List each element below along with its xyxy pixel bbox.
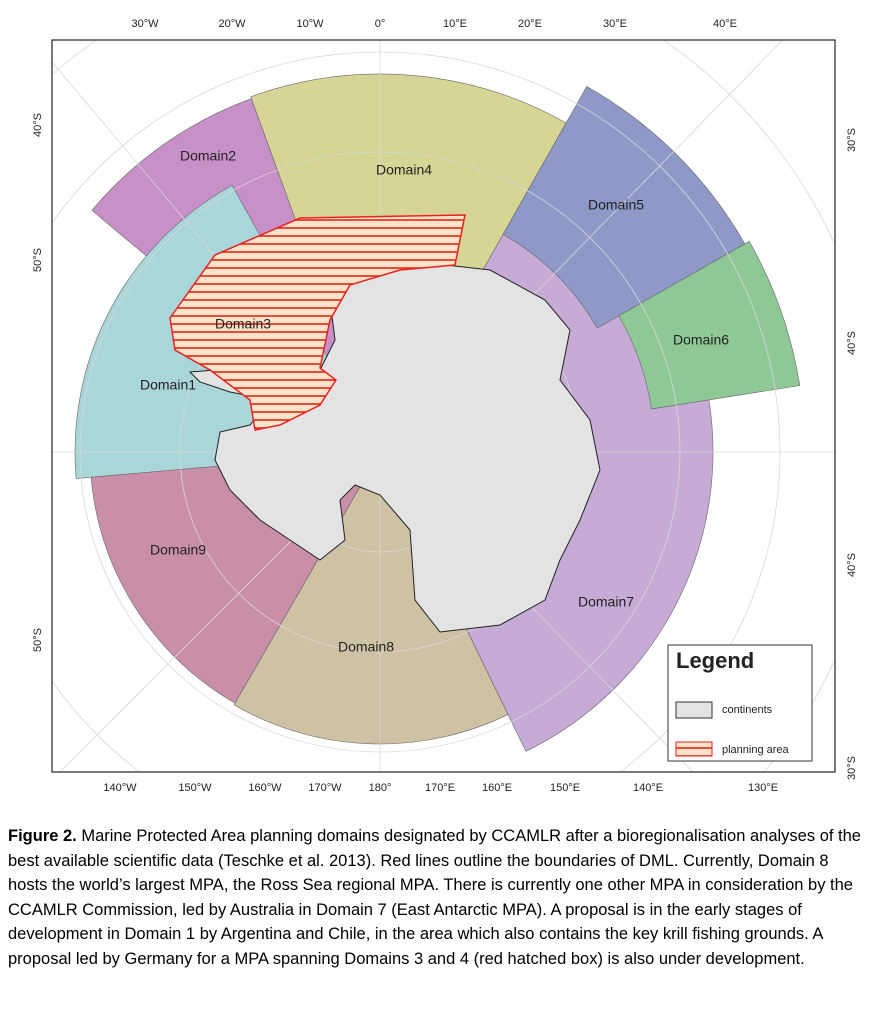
legend-entry: continents bbox=[722, 704, 773, 716]
domain-area bbox=[233, 451, 509, 745]
map: Domain1 Domain2 Domain3 Domain4 Domain5 … bbox=[32, 18, 858, 794]
longitude-label: 150°E bbox=[550, 782, 580, 794]
longitude-label: 10°W bbox=[296, 18, 324, 30]
longitude-label: 20°W bbox=[218, 18, 246, 30]
longitude-label: 170°E bbox=[425, 782, 455, 794]
longitude-label: 0° bbox=[375, 18, 386, 30]
latitude-label: 50°S bbox=[32, 248, 44, 272]
legend: Legend continents planning area bbox=[667, 644, 813, 762]
latitude-label: 40°S bbox=[846, 553, 858, 577]
longitude-label: 30°E bbox=[603, 18, 627, 30]
legend-title: Legend bbox=[676, 648, 754, 673]
caption-label: Figure 2. bbox=[8, 827, 77, 845]
domain-label: Domain4 bbox=[376, 162, 432, 178]
domain-label: Domain3 bbox=[215, 316, 271, 332]
latitude-label: 40°S bbox=[846, 331, 858, 355]
longitude-label: 10°E bbox=[443, 18, 467, 30]
latitude-label: 50°S bbox=[32, 628, 44, 652]
domain-label: Domain8 bbox=[338, 639, 394, 655]
domain-area bbox=[502, 86, 746, 329]
legend-swatch bbox=[675, 701, 713, 719]
map-frame bbox=[51, 39, 836, 773]
latitude-label: 30°S bbox=[846, 128, 858, 152]
antarctica bbox=[188, 261, 601, 633]
latitude-label: 40°S bbox=[32, 113, 44, 137]
longitude-label: 140°E bbox=[633, 782, 663, 794]
longitude-label: 140°W bbox=[103, 782, 137, 794]
domain-label: Domain6 bbox=[673, 332, 729, 348]
domain-area bbox=[618, 241, 801, 410]
caption-text: Marine Protected Area planning domains d… bbox=[8, 827, 861, 968]
domain-label: Domain2 bbox=[180, 148, 236, 164]
caption: Figure 2. Marine Protected Area planning… bbox=[8, 824, 870, 971]
domain-label: Domain9 bbox=[150, 542, 206, 558]
domain-label: Domain1 bbox=[140, 377, 196, 393]
longitude-label: 130°E bbox=[748, 782, 778, 794]
longitude-label: 160°E bbox=[482, 782, 512, 794]
domain-label: Domain7 bbox=[578, 594, 634, 610]
latitude-label: 30°S bbox=[846, 756, 858, 780]
planning-area bbox=[169, 214, 466, 431]
longitude-label: 150°W bbox=[178, 782, 212, 794]
longitude-label: 20°E bbox=[518, 18, 542, 30]
longitude-label: 180° bbox=[369, 782, 392, 794]
longitude-label: 160°W bbox=[248, 782, 282, 794]
longitude-label: 30°W bbox=[131, 18, 159, 30]
longitude-label: 170°W bbox=[308, 782, 342, 794]
longitude-label: 40°E bbox=[713, 18, 737, 30]
legend-entry: planning area bbox=[722, 744, 790, 756]
legend-swatch bbox=[675, 741, 713, 757]
domain-label: Domain5 bbox=[588, 197, 644, 213]
